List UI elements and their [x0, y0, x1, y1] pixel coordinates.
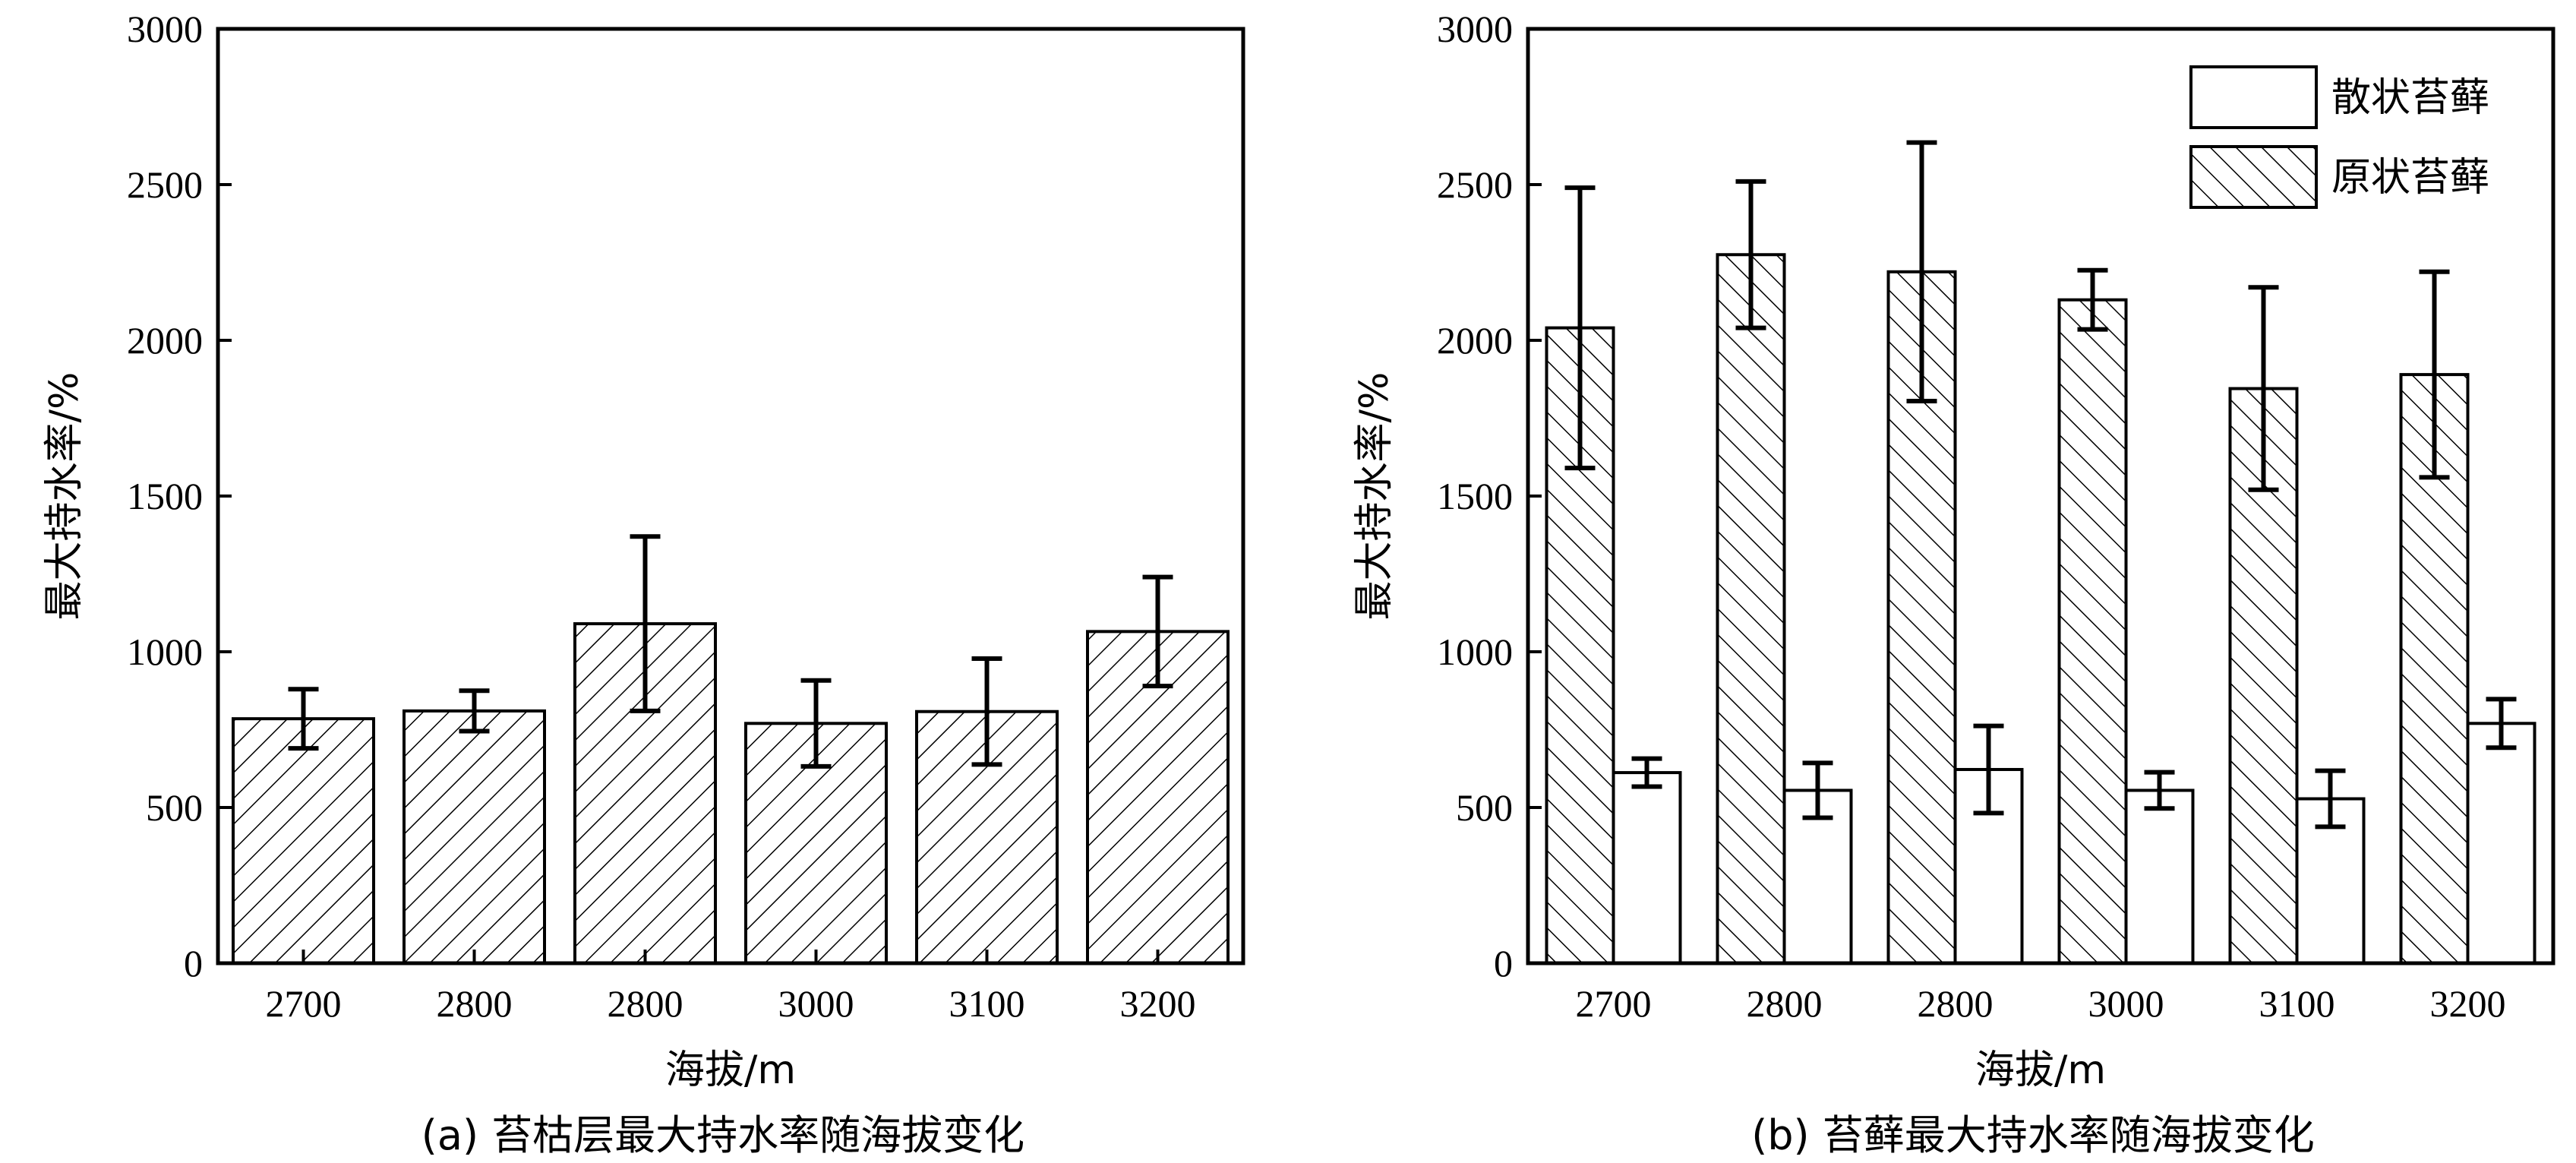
bar-a-s0-1 — [402, 709, 546, 965]
error-bar-a-s0-5 — [1142, 574, 1173, 689]
bar-a-s0-0 — [232, 717, 375, 965]
error-bar-b-s1-0 — [1631, 756, 1662, 789]
y-tick-label-b-5: 2500 — [1437, 163, 1513, 206]
error-bar-b-s1-3 — [2144, 770, 2175, 811]
bar-b-s1-3 — [2124, 789, 2195, 965]
y-tick-label-a-6: 3000 — [127, 8, 203, 50]
y-tick-label-b-3: 1500 — [1437, 475, 1513, 517]
x-tick-label-a-2: 2800 — [608, 982, 683, 1025]
chart-caption-b: (b) 苔藓最大持水率随海拔变化 — [1751, 1111, 2315, 1159]
x-tick-label-a-0: 2700 — [266, 982, 342, 1025]
bar-b-s1-0 — [1612, 771, 1682, 965]
y-tick-label-b-1: 500 — [1456, 786, 1513, 829]
legend-swatch-hatched — [2189, 145, 2318, 209]
y-tick-label-a-4: 2000 — [127, 319, 203, 362]
x-tick-label-a-5: 3200 — [1120, 982, 1196, 1025]
x-tick-label-a-4: 3100 — [949, 982, 1025, 1025]
error-bar-a-s0-2 — [630, 534, 661, 713]
y-tick-label-a-5: 2500 — [127, 163, 203, 206]
x-tick-label-b-2: 2800 — [1918, 982, 1994, 1025]
error-bar-b-s1-1 — [1802, 760, 1833, 820]
bar-b-s1-5 — [2466, 722, 2537, 965]
y-tick-label-b-2: 1000 — [1437, 630, 1513, 673]
error-bar-a-s0-4 — [971, 656, 1002, 767]
error-bar-b-s0-4 — [2248, 285, 2279, 492]
error-bar-b-s0-2 — [1906, 140, 1937, 403]
x-tick-label-b-4: 3100 — [2259, 982, 2335, 1025]
x-axis-label-b: 海拔/m — [1975, 1048, 2106, 1093]
x-tick-label-b-1: 2800 — [1747, 982, 1823, 1025]
legend-label-intact-moss: 原状苔藓 — [2331, 155, 2489, 201]
legend-label-loose-moss: 散状苔藓 — [2331, 75, 2489, 121]
error-bar-b-s0-1 — [1735, 179, 1766, 330]
legend-swatch-plain — [2189, 65, 2318, 129]
error-bar-a-s0-1 — [459, 688, 490, 734]
error-bar-b-s1-4 — [2315, 768, 2346, 830]
error-bar-b-s0-3 — [2077, 267, 2108, 332]
y-tick-label-a-1: 500 — [146, 786, 203, 829]
y-axis-label-b: 最大持水率/% — [1352, 372, 1397, 621]
chart-panel-b: 0 500 1000 1500 2000 2500 3000 2700 2800 2800 3000… — [1352, 8, 2555, 1159]
bar-b-s0-1 — [1716, 253, 1786, 965]
error-bar-a-s0-0 — [288, 687, 319, 751]
error-bar-b-s0-0 — [1564, 185, 1596, 471]
x-tick-label-a-1: 2800 — [437, 982, 513, 1025]
error-bar-b-s0-5 — [2419, 269, 2450, 480]
y-tick-label-a-2: 1000 — [127, 630, 203, 673]
bar-b-s0-3 — [2057, 298, 2128, 965]
x-axis-label-a: 海拔/m — [665, 1048, 796, 1093]
y-axis-label-a: 最大持水率/% — [42, 372, 87, 621]
y-tick-label-a-0: 0 — [184, 942, 203, 984]
legend: 散状苔藓 原状苔藓 — [2189, 65, 2489, 209]
y-tick-label-b-0: 0 — [1494, 942, 1513, 984]
error-bar-b-s1-2 — [1973, 723, 2004, 816]
x-tick-label-b-3: 3000 — [2088, 982, 2164, 1025]
y-tick-label-b-6: 3000 — [1437, 8, 1513, 50]
y-tick-label-b-4: 2000 — [1437, 319, 1513, 362]
chart-panel-a: 0 500 1000 1500 2000 2500 3000 2700 2800 2800 3000… — [42, 8, 1245, 1159]
x-tick-label-a-3: 3000 — [778, 982, 854, 1025]
error-bar-b-s1-5 — [2486, 697, 2517, 751]
error-bar-a-s0-3 — [800, 678, 832, 769]
y-tick-label-a-3: 1500 — [127, 475, 203, 517]
plot-area-a: 0 500 1000 1500 2000 2500 3000 2700 2800 2800 3000… — [127, 8, 1245, 1025]
x-tick-label-b-0: 2700 — [1576, 982, 1652, 1025]
x-tick-label-b-5: 3200 — [2430, 982, 2506, 1025]
chart-caption-a: (a) 苔枯层最大持水率随海拔变化 — [421, 1111, 1024, 1159]
plot-area-b: 0 500 1000 1500 2000 2500 3000 2700 2800 2800 3000… — [1437, 8, 2555, 1025]
